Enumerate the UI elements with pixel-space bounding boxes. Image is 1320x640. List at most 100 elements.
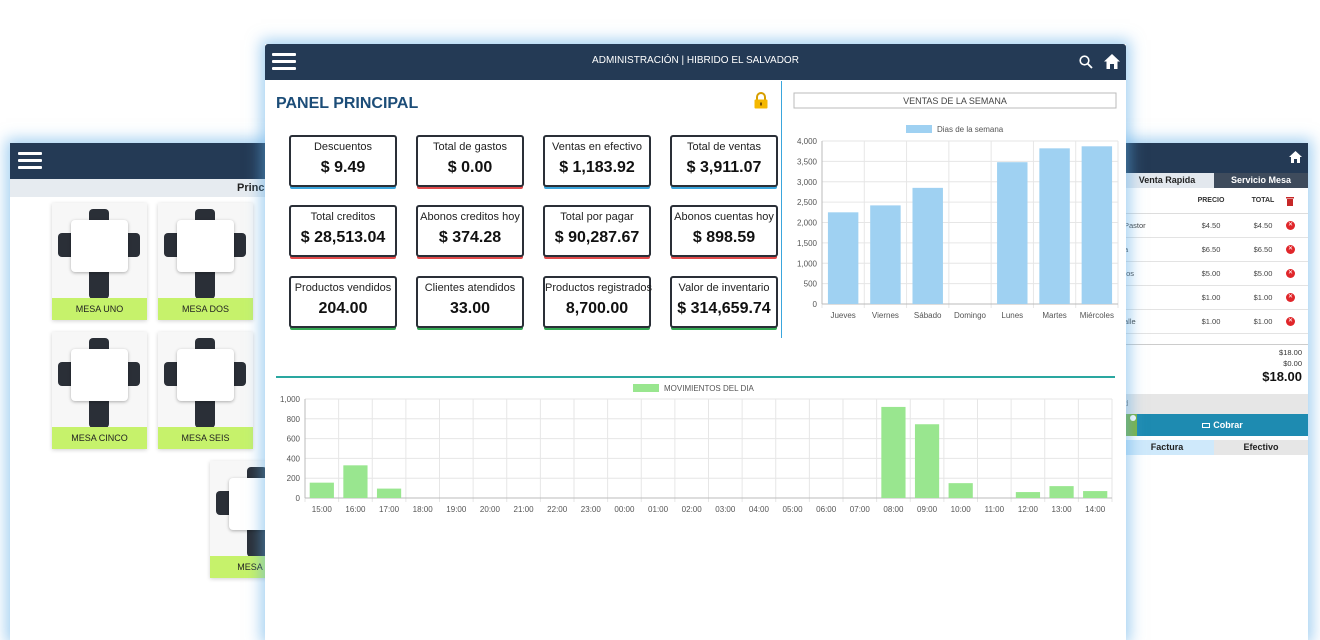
stat-label: Clientes atendidos: [424, 282, 516, 294]
order-row[interactable]: Pastor $4.50 $4.50 ✕: [1120, 214, 1308, 238]
stat-value: $ 28,513.04: [300, 229, 386, 246]
x-tick-label: 21:00: [514, 505, 535, 514]
order-item-total: $4.50: [1253, 221, 1273, 230]
bar[interactable]: [1039, 148, 1070, 304]
remove-item-icon[interactable]: ✕: [1286, 269, 1295, 278]
x-tick-label: 00:00: [614, 505, 635, 514]
y-tick-label: 400: [287, 454, 301, 463]
stat-value: $ 0.00: [447, 159, 493, 176]
y-tick-label: 4,000: [797, 137, 818, 146]
order-item-price: $4.50: [1201, 221, 1221, 230]
stat-value: 8,700.00: [565, 300, 629, 317]
legend-swatch[interactable]: [906, 125, 932, 133]
tab-efectivo[interactable]: Efectivo: [1214, 440, 1308, 455]
order-item-name: a: [1124, 245, 1129, 254]
x-tick-label: 09:00: [917, 505, 938, 514]
table-label: MESA CINCO: [52, 427, 147, 449]
table-card[interactable]: MESA CINCO: [52, 332, 147, 449]
cash-icon: [1202, 423, 1211, 429]
home-icon[interactable]: [1104, 54, 1120, 69]
lock-icon[interactable]: [753, 92, 769, 109]
bar[interactable]: [343, 465, 368, 498]
x-tick-label: 19:00: [446, 505, 467, 514]
totals-box: $18.00 $0.00 $18.00: [1126, 344, 1308, 384]
bar[interactable]: [948, 483, 973, 498]
bar[interactable]: [1015, 492, 1041, 498]
x-tick-label: 04:00: [749, 505, 770, 514]
grand-total-value: $18.00: [1262, 369, 1302, 384]
order-row[interactable]: a $6.50 $6.50 ✕: [1120, 238, 1308, 262]
x-tick-label: 10:00: [951, 505, 972, 514]
menu-icon[interactable]: [272, 53, 296, 71]
home-icon[interactable]: [1289, 151, 1302, 163]
x-tick-label: 06:00: [816, 505, 837, 514]
x-tick-label: Miércoles: [1080, 311, 1114, 320]
table-card[interactable]: MESA SEIS: [158, 332, 253, 449]
x-tick-label: 17:00: [379, 505, 400, 514]
bar[interactable]: [997, 162, 1028, 304]
order-row[interactable]: alle $1.00 $1.00 ✕: [1120, 310, 1308, 334]
bar[interactable]: [870, 205, 901, 304]
stat-label: Total por pagar: [560, 211, 634, 223]
daily-movements-chart: MOVIMIENTOS DEL DIA 0 200 400 600 800 1,000 15:…: [280, 384, 1113, 514]
search-icon[interactable]: [1079, 55, 1093, 69]
tables-topbar: [10, 143, 270, 179]
note-input[interactable]: d: [1120, 394, 1308, 414]
stat-card: Total por pagar $ 90,287.67: [543, 205, 651, 257]
y-tick-label: 200: [287, 474, 301, 483]
x-tick-label: 23:00: [581, 505, 602, 514]
table-label: MESA DOS: [158, 298, 253, 320]
table-label: MESA SEIS: [158, 427, 253, 449]
stat-card: Valor de inventario $ 314,659.74: [670, 276, 778, 328]
x-tick-label: 07:00: [850, 505, 871, 514]
stat-value: $ 3,911.07: [686, 159, 762, 176]
remove-item-icon[interactable]: ✕: [1286, 317, 1295, 326]
tab-servicio-mesa[interactable]: Servicio Mesa: [1214, 173, 1308, 188]
legend-swatch[interactable]: [633, 384, 659, 392]
menu-icon[interactable]: [18, 152, 42, 170]
x-tick-label: 16:00: [345, 505, 366, 514]
bar[interactable]: [376, 488, 402, 498]
order-item-price: $6.50: [1201, 245, 1221, 254]
bar[interactable]: [1081, 146, 1113, 304]
order-row[interactable]: tos $5.00 $5.00 ✕: [1120, 262, 1308, 286]
y-tick-label: 600: [287, 435, 301, 444]
table-card[interactable]: MESA DOS: [158, 203, 253, 320]
stat-value: $ 90,287.67: [554, 229, 640, 246]
order-item-price: $5.00: [1201, 269, 1221, 278]
bar[interactable]: [914, 424, 940, 498]
stat-card: Clientes atendidos 33.00: [416, 276, 524, 328]
chart-title: VENTAS DE LA SEMANA: [903, 96, 1007, 106]
tab-factura[interactable]: Factura: [1120, 440, 1214, 455]
bar[interactable]: [827, 212, 859, 304]
legend-label: Dias de la semana: [937, 125, 1004, 134]
order-row[interactable]: $1.00 $1.00 ✕: [1120, 286, 1308, 310]
col-precio: PRECIO: [1197, 197, 1225, 204]
x-tick-label: Sábado: [914, 311, 942, 320]
bar[interactable]: [881, 406, 906, 498]
y-tick-label: 0: [813, 300, 818, 309]
remove-item-icon[interactable]: ✕: [1286, 221, 1295, 230]
y-tick-label: 2,000: [797, 219, 818, 228]
order-topbar: [1120, 143, 1308, 173]
tab-venta-rapida[interactable]: Venta Rapida: [1120, 173, 1214, 188]
order-item-total: $1.00: [1253, 293, 1273, 302]
x-tick-label: Martes: [1042, 311, 1066, 320]
bar[interactable]: [309, 482, 334, 498]
remove-item-icon[interactable]: ✕: [1286, 245, 1295, 254]
stat-label: Productos vendidos: [294, 282, 392, 294]
stat-value: $ 9.49: [320, 159, 366, 176]
table-card[interactable]: MESA UNO: [52, 203, 147, 320]
trash-icon[interactable]: [1286, 196, 1294, 206]
remove-item-icon[interactable]: ✕: [1286, 293, 1295, 302]
order-item-name: tos: [1124, 269, 1135, 278]
y-tick-label: 3,500: [797, 157, 818, 166]
bar[interactable]: [1049, 486, 1074, 498]
cobrar-button[interactable]: Cobrar: [1137, 414, 1308, 436]
x-tick-label: 08:00: [883, 505, 904, 514]
bar[interactable]: [1083, 491, 1108, 498]
order-item-total: $5.00: [1253, 269, 1273, 278]
bar[interactable]: [912, 187, 943, 304]
stat-card: Descuentos $ 9.49: [289, 135, 397, 187]
stat-label: Total creditos: [310, 211, 376, 223]
